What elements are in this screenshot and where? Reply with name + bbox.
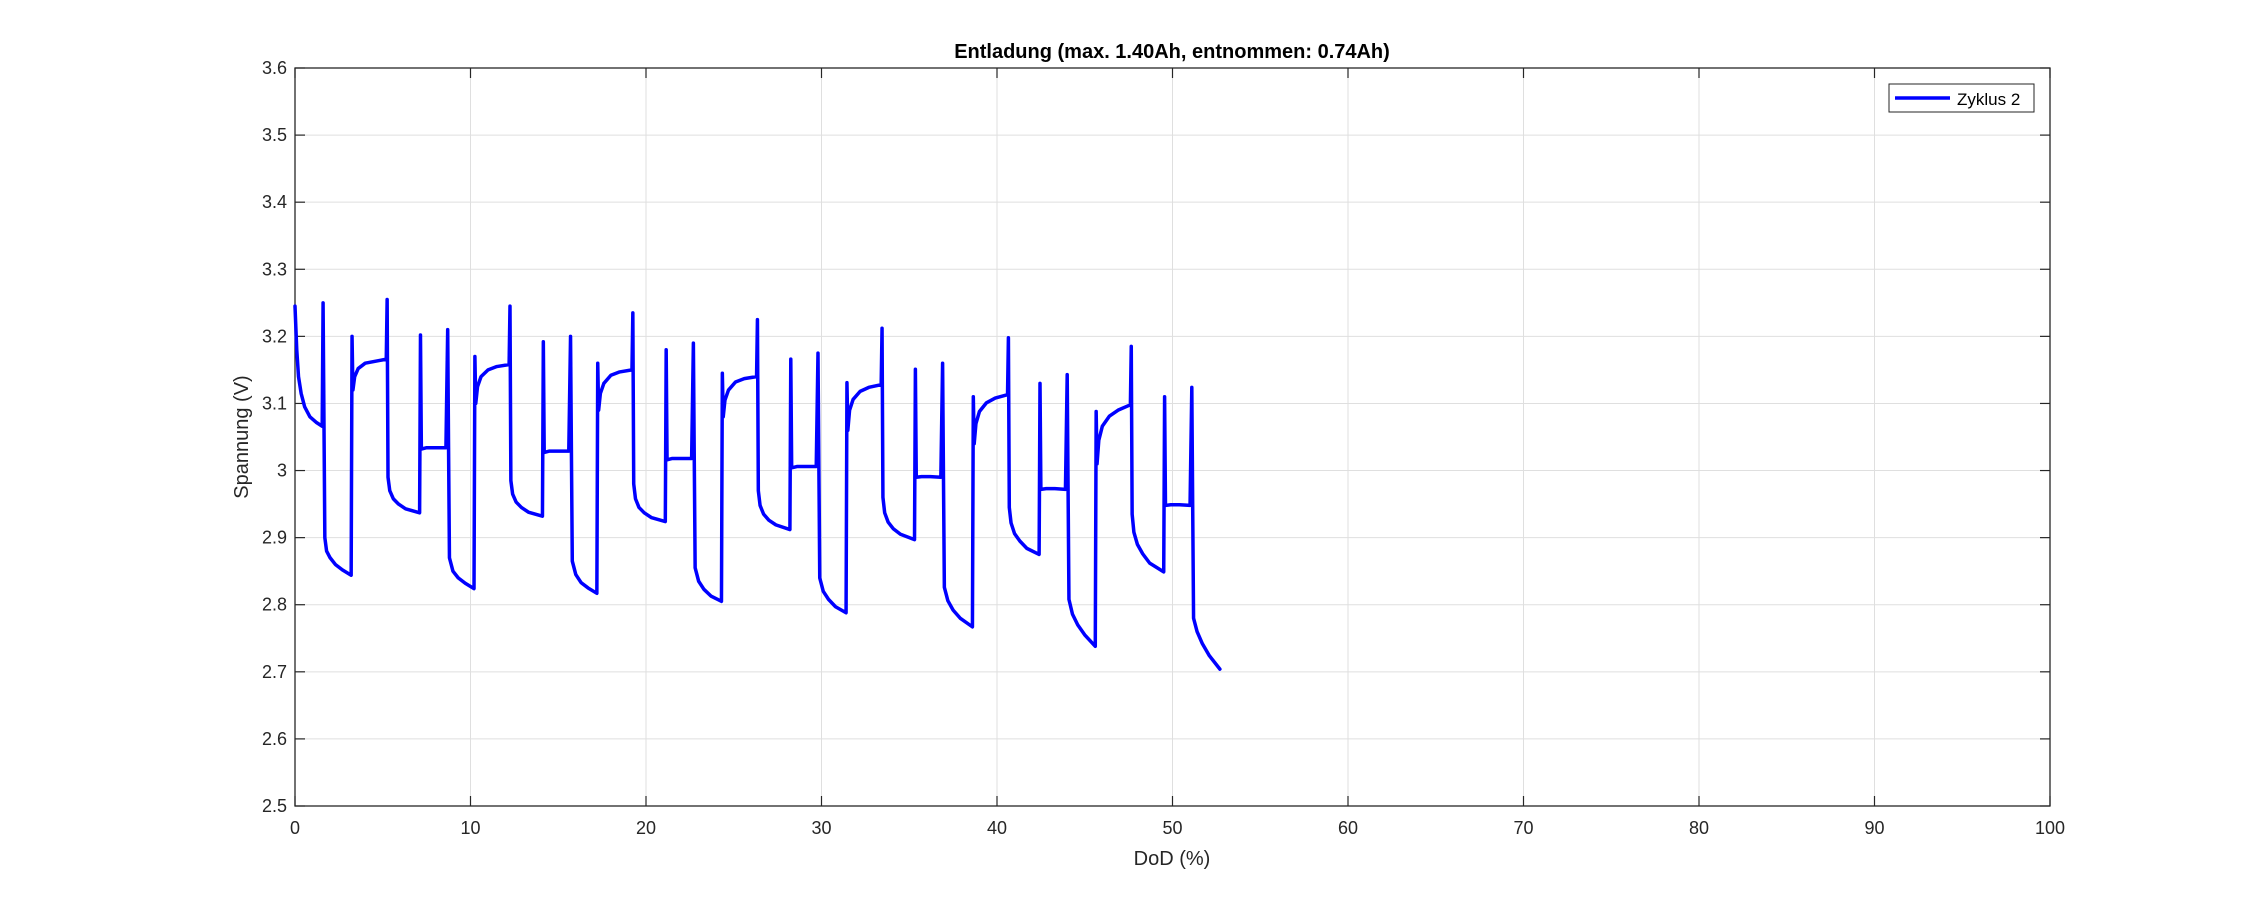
y-tick-label: 3 <box>277 461 287 481</box>
x-tick-label: 60 <box>1338 818 1358 838</box>
x-tick-label: 40 <box>987 818 1007 838</box>
y-tick-label: 2.5 <box>262 796 287 816</box>
y-tick-label: 3.1 <box>262 393 287 413</box>
y-tick-label: 3.2 <box>262 326 287 346</box>
y-tick-label: 2.8 <box>262 595 287 615</box>
legend-label: Zyklus 2 <box>1957 90 2020 109</box>
ticks: 0 10 20 30 40 50 60 70 80 90 100 2.5 2.6 2.7 2.8 2.9 3 3.… <box>262 58 2065 838</box>
x-tick-label: 10 <box>460 818 480 838</box>
grid <box>295 68 2050 806</box>
y-tick-label: 2.7 <box>262 662 287 682</box>
x-tick-label: 0 <box>290 818 300 838</box>
x-tick-label: 70 <box>1513 818 1533 838</box>
y-tick-label: 2.6 <box>262 729 287 749</box>
y-tick-label: 3.4 <box>262 192 287 212</box>
y-tick-label: 3.5 <box>262 125 287 145</box>
y-tick-label: 3.3 <box>262 259 287 279</box>
x-axis-label: DoD (%) <box>1134 848 1211 870</box>
x-tick-label: 50 <box>1162 818 1182 838</box>
series-line-1 <box>293 297 1222 671</box>
x-tick-label: 90 <box>1864 818 1884 838</box>
y-tick-label: 2.9 <box>262 528 287 548</box>
series-layer <box>293 297 1222 671</box>
y-axis-label: Spannung (V) <box>231 375 253 498</box>
legend: Zyklus 2 <box>1888 83 2035 113</box>
x-tick-label: 100 <box>2035 818 2065 838</box>
x-tick-label: 30 <box>811 818 831 838</box>
x-tick-label: 20 <box>636 818 656 838</box>
chart-title: Entladung (max. 1.40Ah, entnommen: 0.74A… <box>954 41 1390 63</box>
x-tick-label: 80 <box>1689 818 1709 838</box>
y-tick-label: 3.6 <box>262 58 287 78</box>
